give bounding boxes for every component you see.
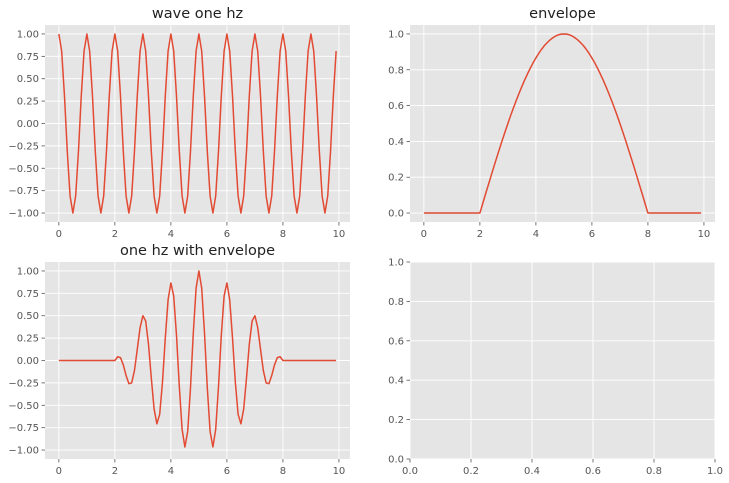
y-tick-label: 0.00 — [17, 119, 39, 130]
y-tick-label: 0.50 — [17, 311, 39, 322]
x-tick-label: 8 — [280, 466, 286, 477]
y-tick-label: −0.75 — [8, 186, 39, 197]
y-tick-label: 0.75 — [17, 52, 39, 63]
y-tick-label: −0.25 — [8, 141, 39, 152]
x-tick-label: 4 — [533, 229, 539, 240]
y-tick-label: 0.75 — [17, 289, 39, 300]
y-tick-label: −0.50 — [8, 401, 39, 412]
x-tick-label: 10 — [698, 229, 711, 240]
y-tick-label: 0.4 — [388, 137, 404, 148]
y-tick-label: 0.0 — [388, 209, 404, 220]
y-tick-label: 1.0 — [388, 29, 404, 40]
ticks: 0 2 4 6 8 10 −1.00 −0.75 −0.50 −0.25 0.00 0.25 0.50 0… — [8, 29, 345, 240]
x-tick-label: 0 — [56, 229, 62, 240]
x-tick-label: 1.0 — [707, 466, 723, 477]
subplot-one-hz-with-envelope: 0 2 4 6 8 10 −1.00 −0.75 −0.50 −0.25 0.00 0.25 0.50 0… — [8, 243, 350, 477]
x-tick-label: 0.6 — [585, 466, 601, 477]
y-tick-label: 1.0 — [388, 258, 404, 269]
y-tick-label: 0.00 — [17, 356, 39, 367]
y-tick-label: −1.00 — [8, 209, 39, 220]
y-tick-label: 0.0 — [388, 455, 404, 466]
y-tick-label: 0.25 — [17, 97, 39, 108]
x-tick-label: 2 — [477, 229, 483, 240]
y-tick-label: −0.25 — [8, 378, 39, 389]
series-line — [423, 33, 702, 214]
plot-area — [410, 262, 715, 459]
y-tick-label: −0.50 — [8, 164, 39, 175]
x-tick-label: 8 — [280, 229, 286, 240]
chart-title: wave one hz — [152, 6, 243, 22]
y-tick-label: 0.25 — [17, 334, 39, 345]
subplot-empty: 0.0 0.2 0.4 0.6 0.8 1.0 0.0 0.2 0.4 0.6 0.8 1.0 — [388, 258, 723, 478]
ticks: 0 2 4 6 8 10 −1.00 −0.75 −0.50 −0.25 0.00 0.25 0.50 0… — [8, 266, 345, 477]
subplot-envelope: 0 2 4 6 8 10 0.0 0.2 0.4 0.6 0.8 1.0 envelope — [388, 6, 715, 240]
y-tick-label: 0.50 — [17, 74, 39, 85]
y-tick-label: 0.6 — [388, 101, 404, 112]
data-layer — [58, 33, 337, 214]
series-line — [58, 270, 337, 448]
subplot-wave-one-hz: 0 2 4 6 8 10 −1.00 −0.75 −0.50 −0.25 0.00 0.25 0.50 0… — [8, 6, 350, 240]
x-tick-label: 10 — [333, 229, 346, 240]
chart-title: one hz with envelope — [120, 243, 275, 259]
y-tick-label: 0.2 — [388, 173, 404, 184]
x-tick-label: 2 — [112, 466, 118, 477]
x-tick-label: 0 — [421, 229, 427, 240]
chart-title: envelope — [529, 6, 596, 22]
y-tick-label: −1.00 — [8, 446, 39, 457]
x-tick-label: 0.4 — [524, 466, 540, 477]
y-tick-label: 0.8 — [388, 65, 404, 76]
y-tick-label: 0.8 — [388, 297, 404, 308]
ticks: 0 2 4 6 8 10 0.0 0.2 0.4 0.6 0.8 1.0 — [388, 29, 710, 240]
x-tick-label: 4 — [168, 466, 174, 477]
x-tick-label: 0.2 — [463, 466, 479, 477]
data-layer — [423, 33, 702, 214]
ticks: 0.0 0.2 0.4 0.6 0.8 1.0 0.0 0.2 0.4 0.6 0.8 1.0 — [388, 258, 723, 478]
y-tick-label: 0.6 — [388, 336, 404, 347]
x-tick-label: 6 — [224, 466, 230, 477]
y-tick-label: 0.4 — [388, 376, 404, 387]
x-tick-label: 4 — [168, 229, 174, 240]
y-tick-label: 1.00 — [17, 29, 39, 40]
x-tick-label: 8 — [645, 229, 651, 240]
y-tick-label: −0.75 — [8, 423, 39, 434]
x-tick-label: 0.8 — [646, 466, 662, 477]
series-line — [58, 33, 337, 214]
x-tick-label: 0 — [56, 466, 62, 477]
plot-area — [410, 25, 715, 222]
x-tick-label: 10 — [333, 466, 346, 477]
y-tick-label: 1.00 — [17, 266, 39, 277]
x-tick-label: 0.0 — [402, 466, 418, 477]
data-layer — [58, 270, 337, 448]
y-tick-label: 0.2 — [388, 415, 404, 426]
x-tick-label: 2 — [112, 229, 118, 240]
x-tick-label: 6 — [224, 229, 230, 240]
grid — [409, 261, 716, 460]
x-tick-label: 6 — [589, 229, 595, 240]
